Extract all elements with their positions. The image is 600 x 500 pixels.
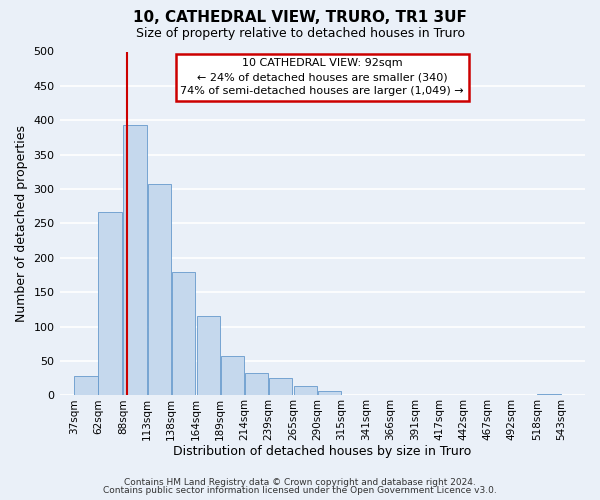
X-axis label: Distribution of detached houses by size in Truro: Distribution of detached houses by size … xyxy=(173,444,472,458)
Bar xyxy=(245,374,268,396)
Bar xyxy=(74,376,98,396)
Bar xyxy=(148,184,171,396)
Y-axis label: Number of detached properties: Number of detached properties xyxy=(15,125,28,322)
Bar xyxy=(124,125,147,396)
Text: 10, CATHEDRAL VIEW, TRURO, TR1 3UF: 10, CATHEDRAL VIEW, TRURO, TR1 3UF xyxy=(133,10,467,25)
Bar xyxy=(221,356,244,396)
Text: Size of property relative to detached houses in Truro: Size of property relative to detached ho… xyxy=(136,28,464,40)
Text: Contains public sector information licensed under the Open Government Licence v3: Contains public sector information licen… xyxy=(103,486,497,495)
Bar xyxy=(318,392,341,396)
Bar xyxy=(172,272,195,396)
Bar xyxy=(537,394,560,396)
Bar xyxy=(269,378,292,396)
Text: 10 CATHEDRAL VIEW: 92sqm
← 24% of detached houses are smaller (340)
74% of semi-: 10 CATHEDRAL VIEW: 92sqm ← 24% of detach… xyxy=(181,58,464,96)
Bar xyxy=(197,316,220,396)
Text: Contains HM Land Registry data © Crown copyright and database right 2024.: Contains HM Land Registry data © Crown c… xyxy=(124,478,476,487)
Bar xyxy=(342,394,365,396)
Bar xyxy=(294,386,317,396)
Bar xyxy=(98,212,122,396)
